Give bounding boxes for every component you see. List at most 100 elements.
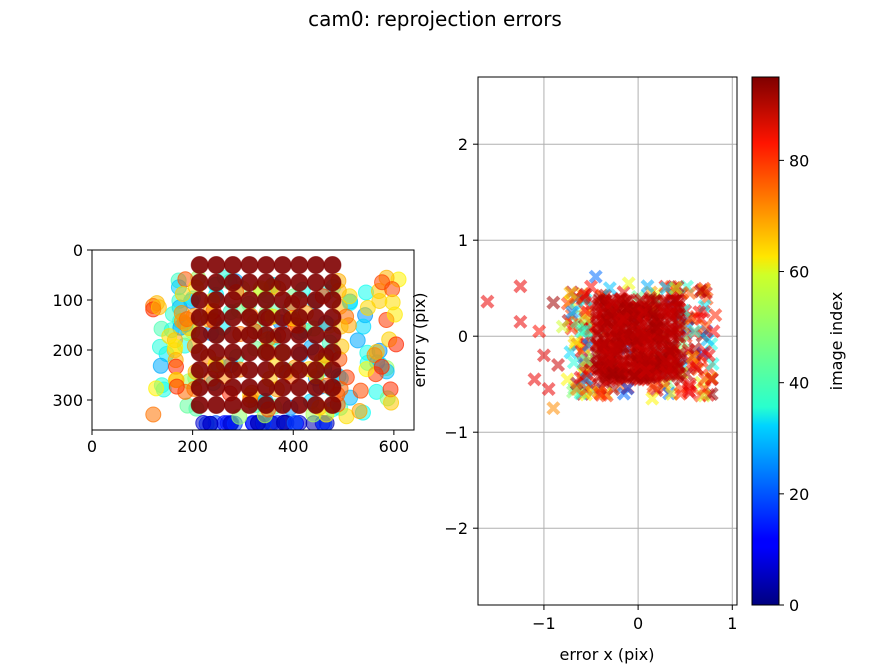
left-point (306, 308, 325, 327)
right-point-mark (636, 315, 651, 330)
left-point (190, 378, 209, 397)
left-point (384, 294, 401, 311)
left-point (223, 308, 242, 327)
right-point (637, 330, 652, 345)
left-x-tick-label: 600 (379, 437, 410, 456)
right-point-mark (480, 294, 495, 309)
right-point (527, 372, 542, 387)
left-point (190, 361, 209, 379)
right-point (555, 319, 570, 334)
left-point (240, 378, 259, 397)
right-point (596, 337, 611, 352)
left-plot: 0 200 400 600 0 100 200 300 (52, 241, 415, 456)
right-point (551, 358, 566, 372)
right-point-mark (546, 295, 561, 310)
left-point (190, 308, 209, 327)
right-point-mark (687, 324, 702, 339)
right-point-mark (681, 311, 696, 326)
right-point (681, 311, 696, 326)
left-point (257, 256, 276, 274)
left-point (306, 291, 325, 309)
right-point (698, 286, 713, 300)
right-point (660, 358, 675, 373)
right-point (541, 382, 556, 396)
right-point (605, 295, 620, 310)
right-point (480, 294, 495, 309)
right-point (701, 348, 716, 363)
right-point (605, 365, 620, 380)
left-point (223, 396, 242, 414)
left-point (290, 396, 309, 414)
left-point (195, 414, 212, 430)
right-point-mark (663, 306, 678, 321)
right-point-mark (555, 319, 570, 334)
left-x-tick-label: 400 (278, 437, 309, 456)
colorbar-tick-label: 60 (789, 263, 809, 282)
right-point (682, 377, 697, 392)
left-point (306, 343, 325, 362)
right-point (569, 382, 584, 396)
right-point (590, 318, 605, 333)
left-point (223, 326, 242, 344)
left-point (290, 378, 309, 397)
left-point (273, 256, 292, 274)
right-point (574, 324, 589, 339)
right-point-mark (645, 391, 660, 406)
left-point (290, 361, 309, 379)
right-point (692, 305, 707, 320)
right-point (687, 324, 702, 339)
left-point (150, 299, 167, 316)
right-y-tick-label: 0 (458, 327, 468, 346)
left-point (240, 291, 259, 309)
right-point (704, 372, 719, 387)
right-point-mark (706, 324, 721, 339)
right-point-mark (579, 366, 594, 381)
left-point (323, 343, 342, 362)
right-x-axis-label: error x (pix) (560, 645, 655, 664)
left-point (306, 273, 325, 292)
left-point (145, 406, 162, 423)
left-point (168, 358, 185, 375)
left-y-tick-label: 0 (73, 241, 83, 260)
right-point-mark (546, 401, 561, 416)
right-point (706, 324, 721, 339)
right-point (619, 301, 634, 316)
right-point (668, 281, 683, 296)
left-point (323, 308, 342, 327)
right-point-mark (645, 304, 660, 319)
left-point (323, 273, 342, 292)
left-point (323, 256, 342, 274)
left-point (207, 273, 226, 292)
left-point (306, 396, 325, 414)
left-point (306, 256, 325, 274)
right-point (563, 286, 578, 300)
right-point-mark (594, 353, 609, 368)
left-point (207, 361, 226, 379)
left-point (383, 394, 400, 411)
right-point-mark (616, 312, 631, 327)
right-point (645, 304, 660, 319)
left-point (290, 273, 309, 292)
right-point-mark (536, 348, 551, 363)
left-point (382, 381, 399, 398)
right-point-mark (577, 288, 592, 303)
left-point (190, 256, 209, 274)
right-point-mark (590, 318, 605, 333)
right-y-axis-label: error y (pix) (410, 293, 429, 388)
left-point (290, 326, 309, 344)
right-point (656, 328, 671, 343)
colorbar: 0 20 40 60 80 image index (751, 76, 846, 615)
left-point (273, 378, 292, 397)
left-series (195, 414, 335, 430)
right-point (593, 386, 608, 401)
right-point-mark (593, 386, 608, 401)
right-point-mark (603, 311, 618, 326)
left-y-axis: 0 100 200 300 (52, 241, 92, 410)
right-point (672, 346, 687, 361)
right-point-mark (627, 369, 642, 384)
figure-title: cam0: reprojection errors (308, 7, 562, 31)
right-point (615, 355, 630, 370)
colorbar-gradient (751, 76, 780, 606)
left-point (257, 326, 276, 344)
left-data-points (145, 256, 407, 430)
